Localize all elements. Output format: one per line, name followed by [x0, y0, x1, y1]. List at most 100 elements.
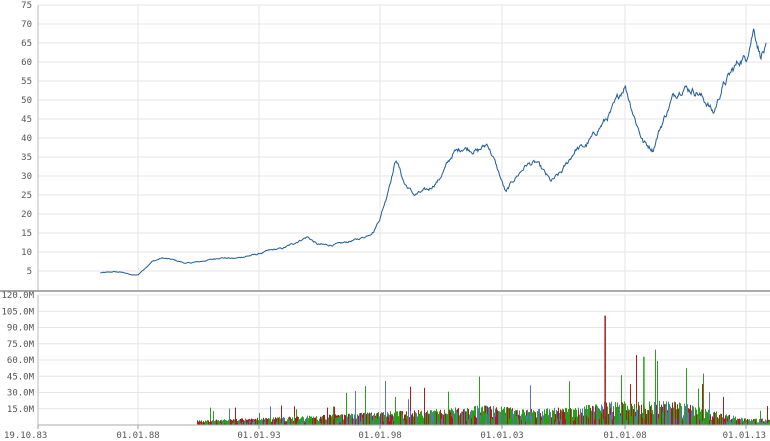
volume-bar — [235, 407, 236, 425]
volume-bar — [693, 406, 694, 425]
volume-bar — [419, 417, 420, 425]
volume-bar — [236, 418, 237, 425]
volume-bar — [699, 419, 700, 425]
volume-bar — [576, 409, 577, 425]
volume-bar — [517, 409, 518, 425]
volume-bar — [447, 414, 448, 425]
volume-bar — [655, 405, 656, 425]
volume-bar — [704, 418, 705, 425]
volume-bar — [535, 413, 536, 425]
volume-bar — [346, 392, 347, 425]
volume-bar — [333, 406, 334, 425]
volume-bar — [733, 417, 734, 425]
volume-bar — [717, 417, 718, 425]
volume-bar — [390, 414, 391, 425]
volume-bar — [452, 417, 453, 425]
volume-bar — [384, 415, 385, 425]
volume-bar — [200, 423, 201, 425]
volume-bar — [252, 419, 253, 425]
volume-bar — [620, 415, 621, 425]
volume-bar — [355, 419, 356, 425]
volume-bar — [707, 412, 708, 425]
volume-bar — [606, 415, 607, 425]
volume-bar — [691, 420, 692, 425]
volume-bar — [719, 416, 720, 425]
volume-bar — [727, 421, 728, 425]
volume-bar — [714, 412, 715, 425]
volume-bar — [264, 422, 265, 425]
volume-bar — [691, 412, 692, 425]
volume-bar — [309, 416, 310, 425]
volume-bar — [269, 419, 270, 425]
volume-bar — [559, 421, 560, 425]
volume-bar — [720, 413, 721, 425]
volume-bar — [531, 415, 532, 425]
volume-bar — [446, 415, 447, 425]
volume-bar — [476, 417, 477, 425]
volume-bar — [438, 415, 439, 425]
volume-bar — [214, 421, 215, 425]
volume-bar — [405, 414, 406, 425]
volume-bar — [603, 418, 604, 425]
volume-bar — [628, 411, 629, 425]
volume-bar — [477, 405, 478, 425]
volume-bar — [709, 392, 710, 425]
volume-bar — [599, 408, 600, 425]
volume-bar — [234, 420, 235, 425]
volume-bar — [630, 404, 631, 425]
volume-bar — [500, 413, 501, 425]
volume-bar — [754, 419, 755, 425]
volume-bar — [566, 416, 567, 425]
volume-bar — [672, 402, 673, 425]
volume-bar — [735, 416, 736, 425]
volume-bar — [457, 412, 458, 425]
volume-bar — [553, 410, 554, 425]
volume-bar — [533, 410, 534, 425]
volume-bar — [532, 418, 533, 425]
volume-bar — [340, 416, 341, 425]
volume-bar — [527, 419, 528, 425]
volume-bar — [354, 414, 355, 425]
volume-bar — [506, 418, 507, 425]
volume-bar — [198, 421, 199, 425]
volume-bar — [321, 419, 322, 425]
volume-bar — [311, 416, 312, 425]
volume-bar — [469, 418, 470, 425]
volume-bar — [262, 421, 263, 425]
volume-bar — [686, 368, 687, 425]
volume-bar — [738, 418, 739, 425]
volume-bar — [634, 404, 635, 425]
volume-bar — [366, 414, 367, 425]
volume-bar — [701, 416, 702, 425]
volume-bar — [681, 406, 682, 425]
volume-bar — [528, 412, 529, 425]
x-tick-label: 01.01.08 — [603, 431, 646, 441]
volume-bar — [343, 419, 344, 425]
volume-bar — [756, 418, 757, 425]
volume-bar — [511, 417, 512, 425]
volume-bar — [581, 413, 582, 425]
volume-bar — [724, 422, 725, 425]
volume-bar — [460, 414, 461, 425]
volume-bar — [252, 422, 253, 425]
volume-bar — [365, 386, 366, 425]
volume-grid — [37, 294, 770, 425]
volume-bar — [640, 416, 641, 425]
volume-bar — [552, 414, 553, 425]
volume-bar — [395, 415, 396, 425]
volume-bar — [255, 418, 256, 425]
volume-bar — [294, 416, 295, 425]
volume-bar — [424, 414, 425, 425]
volume-bar — [699, 407, 700, 425]
volume-bar — [440, 409, 441, 425]
volume-bar — [485, 418, 486, 425]
volume-bar — [428, 414, 429, 425]
volume-bar — [596, 420, 597, 425]
volume-bar — [340, 422, 341, 425]
volume-bar — [586, 415, 587, 425]
volume-bar — [372, 420, 373, 425]
volume-bar — [580, 408, 581, 425]
volume-bar — [683, 419, 684, 425]
volume-y-tick-label: 60.0M — [7, 356, 35, 366]
volume-bar — [616, 408, 617, 425]
